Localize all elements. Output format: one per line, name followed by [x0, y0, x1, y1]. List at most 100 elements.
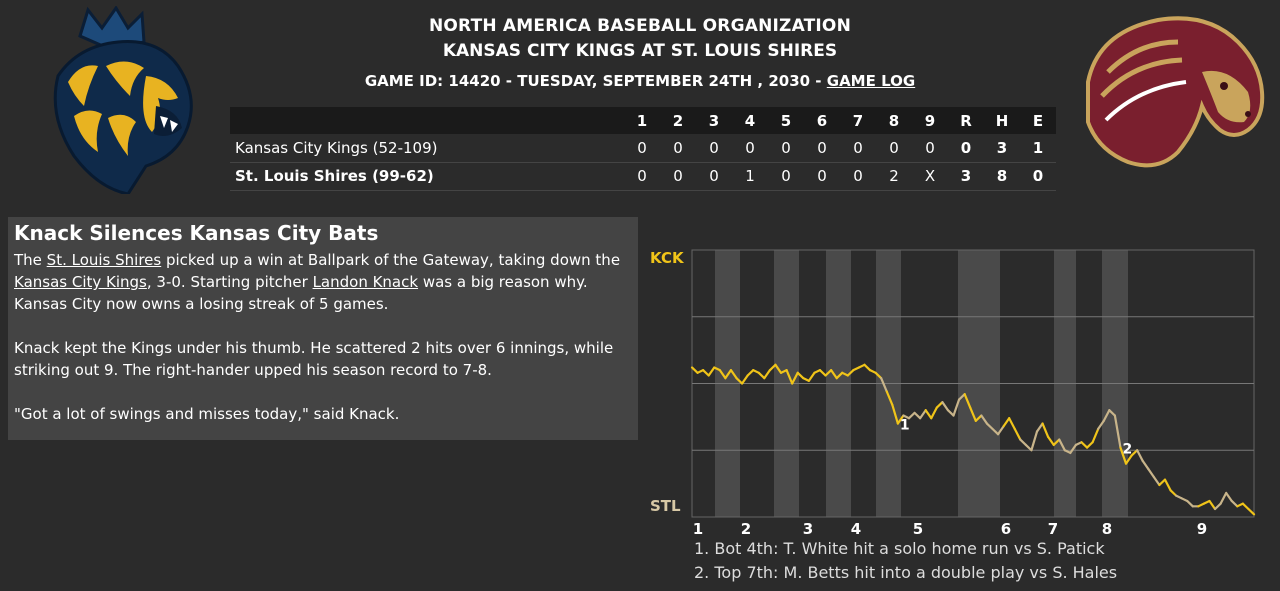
x-tick-label: 2 [741, 520, 751, 538]
chart-note: 1. Bot 4th: T. White hit a solo home run… [694, 539, 1105, 558]
inning-header: 4 [732, 107, 768, 134]
win-prob-segment [1163, 478, 1172, 492]
win-prob-segment [963, 393, 972, 409]
win-prob-segment [974, 414, 983, 422]
inning-header: 5 [768, 107, 804, 134]
win-prob-segment [1080, 441, 1089, 449]
runs-total: 3 [948, 162, 984, 191]
win-prob-segment [1247, 507, 1256, 516]
game-info: GAME ID: 14420 - TUESDAY, SEPTEMBER 24TH… [0, 72, 1280, 90]
chart-top-label: KCK [650, 249, 685, 267]
win-prob-segment [1035, 422, 1044, 433]
win-prob-segment [835, 371, 844, 380]
win-prob-segment [791, 371, 799, 385]
linescore-row-away: Kansas City Kings (52-109) 0 0 0 0 0 0 0… [230, 134, 1056, 163]
win-prob-segment [913, 411, 922, 420]
win-prob-segment [757, 371, 766, 380]
win-prob-segment [1158, 478, 1167, 487]
inning-header: 2 [660, 107, 696, 134]
game-info-text: GAME ID: 14420 - TUESDAY, SEPTEMBER 24TH… [364, 72, 822, 90]
inning-header: 3 [696, 107, 732, 134]
recap-text: , 3-0. Starting pitcher [146, 273, 313, 291]
inning-score: 0 [660, 134, 696, 163]
chart-bottom-label: STL [650, 497, 681, 515]
win-prob-segment [1241, 502, 1250, 511]
win-prob-segment [807, 371, 816, 382]
recap-text: picked up a win at Ballpark of the Gatew… [161, 251, 621, 269]
win-prob-segment [1169, 489, 1178, 497]
win-prob-segment [740, 374, 749, 385]
win-prob-segment [891, 403, 899, 425]
win-prob-segment [1130, 449, 1139, 457]
win-probability-chart: KCK STL 1 2 3 4 5 6 7 8 9 1 2 [650, 249, 1256, 538]
win-prob-segment [702, 369, 710, 377]
win-prob-segment [724, 369, 733, 380]
game-log-link[interactable]: GAME LOG [826, 72, 916, 90]
win-prob-segment [1136, 449, 1144, 463]
win-prob-segment [907, 411, 916, 420]
recap-paragraph: The St. Louis Shires picked up a win at … [14, 249, 632, 315]
win-prob-segment [1186, 499, 1194, 508]
inning-header: 8 [876, 107, 912, 134]
inning-score: 2 [876, 162, 912, 191]
inning-score: 0 [912, 134, 948, 163]
inning-score: 0 [624, 162, 660, 191]
team-name-away[interactable]: Kansas City Kings (52-109) [230, 134, 624, 163]
win-prob-segment [1230, 499, 1239, 508]
win-prob-segment [980, 414, 989, 425]
linescore-team-header [230, 107, 624, 134]
win-prob-segment [1119, 446, 1128, 465]
win-prob-segment [924, 409, 933, 420]
win-prob-segment [690, 366, 699, 374]
win-prob-segment [1225, 491, 1233, 503]
win-prob-segment [1013, 427, 1022, 441]
win-prob-segment [735, 377, 744, 385]
inning-score: 0 [696, 134, 732, 163]
x-tick-label: 8 [1102, 520, 1112, 538]
hits-total: 8 [984, 162, 1020, 191]
hits-header: H [984, 107, 1020, 134]
inning-header: 6 [804, 107, 840, 134]
win-prob-segment [874, 371, 883, 380]
x-tick-label: 3 [803, 520, 813, 538]
win-prob-segment [969, 406, 977, 422]
chart-marker-label: 2 [1122, 442, 1132, 458]
inning-score: X [912, 162, 948, 191]
linescore-header-row: 1 2 3 4 5 6 7 8 9 R H E [230, 107, 1056, 134]
win-prob-segment [1024, 443, 1033, 452]
win-prob-segment [1052, 438, 1061, 447]
recap-paragraph: Knack kept the Kings under his thumb. He… [14, 339, 614, 379]
win-prob-segment [985, 422, 994, 430]
runs-header: R [948, 107, 984, 134]
win-prob-segment [718, 369, 727, 380]
inning-header: 7 [840, 107, 876, 134]
away-team-link[interactable]: Kansas City Kings [14, 273, 147, 291]
win-prob-segment [1008, 417, 1016, 430]
x-tick-label: 9 [1197, 520, 1207, 538]
win-prob-segment [830, 369, 838, 380]
errors-header: E [1020, 107, 1056, 134]
win-prob-segment [1102, 409, 1111, 422]
inning-score: 0 [732, 134, 768, 163]
win-prob-segment [785, 369, 794, 385]
win-prob-segment [996, 425, 1005, 436]
win-prob-segment [941, 401, 950, 412]
inning-header: 1 [624, 107, 660, 134]
win-prob-segment [1085, 441, 1094, 449]
win-prob-segment [935, 401, 944, 409]
win-prob-segment [896, 414, 905, 425]
recap-headline: Knack Silences Kansas City Bats [14, 221, 379, 245]
win-prob-segment [768, 363, 777, 372]
inning-score: 0 [768, 134, 804, 163]
win-prob-segment [957, 393, 966, 401]
win-prob-segment [919, 409, 927, 420]
home-team-link[interactable]: St. Louis Shires [46, 251, 162, 269]
linescore-row-home: St. Louis Shires (99-62) 0 0 0 1 0 0 0 2… [230, 162, 1056, 191]
pitcher-link[interactable]: Landon Knack [312, 273, 419, 291]
x-tick-label: 6 [1001, 520, 1011, 538]
win-prob-segment [1208, 499, 1217, 511]
team-name-home[interactable]: St. Louis Shires (99-62) [230, 162, 624, 191]
win-prob-segment [930, 406, 938, 420]
win-prob-segment [1113, 414, 1122, 449]
